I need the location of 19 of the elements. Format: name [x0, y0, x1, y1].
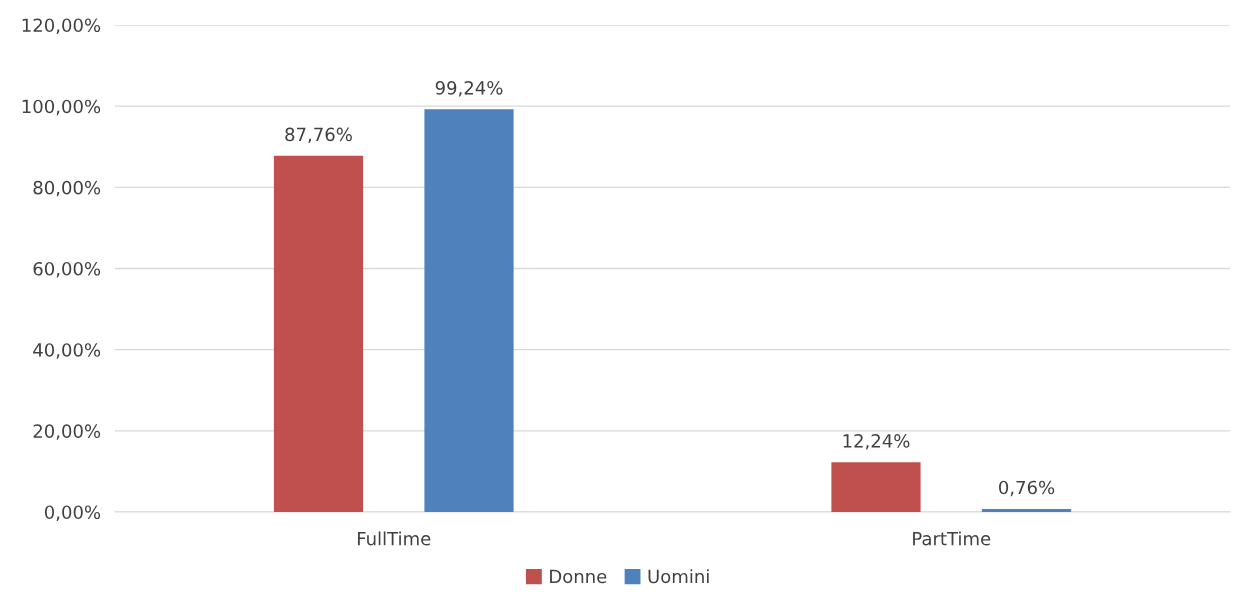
data-label: 0,76%: [999, 480, 1055, 497]
data-label: 87,76%: [285, 127, 352, 144]
data-label: 12,24%: [843, 434, 910, 450]
y-tick-label: 60,00%: [33, 261, 101, 278]
bar: [831, 462, 921, 512]
y-tick-label: 100,00%: [22, 99, 101, 116]
bar: [981, 508, 1072, 512]
y-tick-label: 0,00%: [44, 505, 101, 521]
y-tick-label: 80,00%: [33, 180, 101, 197]
x-tick-label: FullTime: [358, 531, 431, 546]
y-tick-label: 40,00%: [33, 343, 101, 359]
bar: [273, 155, 364, 512]
y-tick-label: 120,00%: [22, 18, 101, 34]
y-tick-label: 20,00%: [33, 424, 101, 440]
legend-label: Donne: [550, 569, 607, 584]
x-tick-label: PartTime: [913, 531, 991, 546]
data-label: 99,24%: [435, 80, 503, 97]
legend-label: Uomini: [648, 569, 709, 584]
bar: [424, 109, 514, 512]
